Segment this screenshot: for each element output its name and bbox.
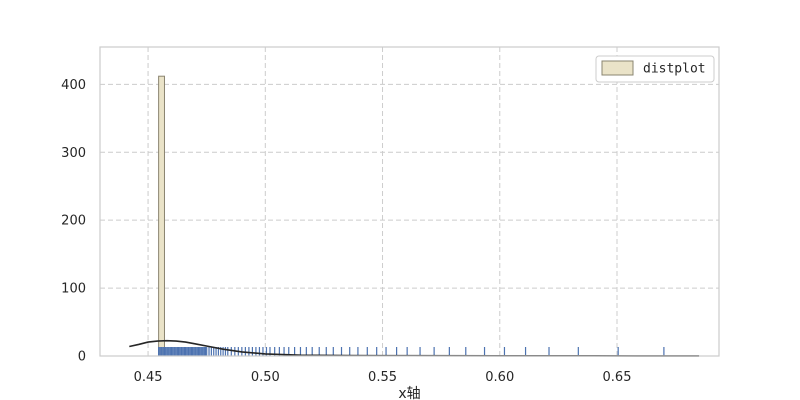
y-tick-label: 200: [61, 214, 86, 229]
x-axis-label: x轴: [398, 386, 420, 400]
histogram-bar: [158, 75, 165, 357]
grid: [100, 47, 719, 356]
y-tick-label: 0: [78, 350, 86, 365]
x-tick-label: 0.60: [485, 370, 514, 385]
data-layer: [129, 75, 700, 357]
x-tick-label: 0.55: [368, 370, 397, 385]
legend-label-distplot: distplot: [643, 62, 706, 77]
x-tick-label: 0.65: [603, 370, 632, 385]
y-tick-label: 300: [61, 146, 86, 161]
y-tick-label: 100: [61, 282, 86, 297]
legend-swatch-distplot: [601, 60, 634, 76]
x-tick-label: 0.50: [251, 370, 280, 385]
legend: distplot: [595, 55, 715, 83]
plot-area: [100, 47, 719, 356]
tick-labels: 0.45 0.50 0.55 0.60 0.65 0 100 200 300 400: [61, 78, 631, 385]
y-tick-label: 400: [61, 78, 86, 93]
x-tick-label: 0.45: [134, 370, 163, 385]
plot-frame: [99, 46, 720, 357]
